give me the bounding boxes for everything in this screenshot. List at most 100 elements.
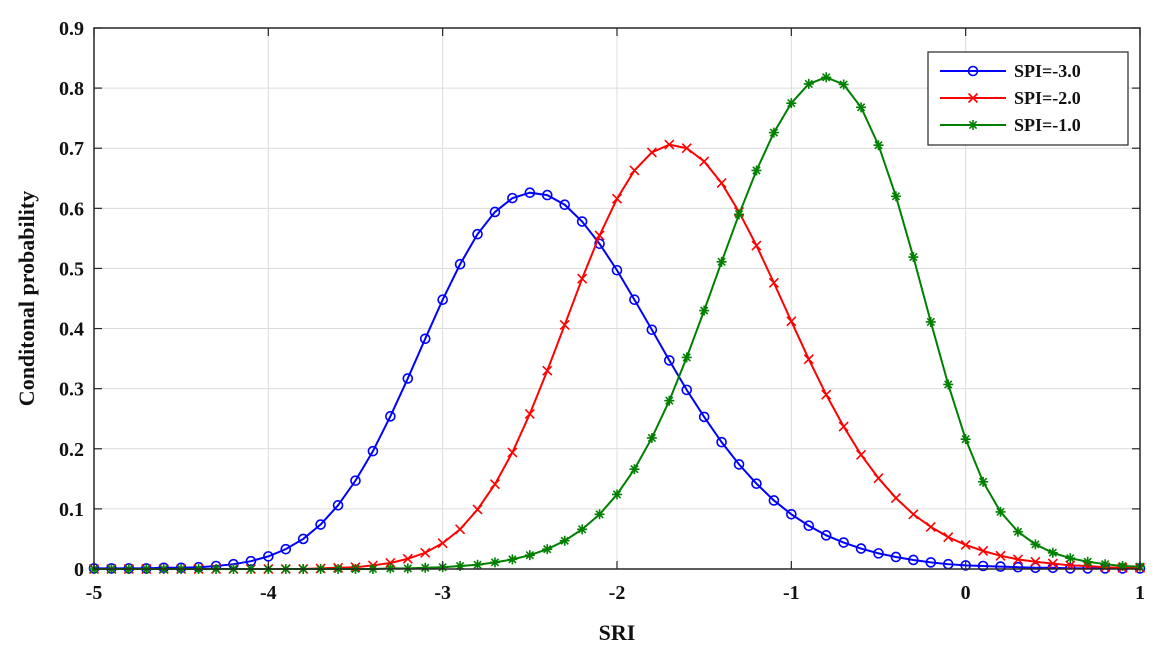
legend-item: SPI=-2.0 — [940, 88, 1081, 108]
data-point — [803, 78, 814, 89]
y-tick-label: 0.4 — [59, 319, 84, 341]
data-point — [681, 143, 692, 154]
data-point — [821, 72, 832, 83]
data-point — [263, 551, 274, 562]
data-point — [542, 365, 553, 376]
data-point — [1047, 558, 1058, 569]
data-point — [594, 230, 605, 241]
data-point — [577, 273, 588, 284]
data-point — [751, 240, 762, 251]
data-point — [559, 319, 570, 331]
data-point — [646, 324, 658, 336]
x-tick-label: -5 — [86, 582, 103, 604]
x-tick-label: 0 — [961, 582, 971, 604]
data-point — [699, 305, 710, 316]
data-point — [873, 548, 884, 559]
x-tick-label: -3 — [434, 582, 451, 604]
y-axis-title: Conditonal probability — [14, 191, 39, 406]
x-tick-label: -1 — [783, 582, 800, 604]
data-point — [890, 493, 901, 504]
x-tick-label: -4 — [260, 582, 277, 604]
data-point — [507, 447, 518, 458]
data-point — [908, 509, 919, 520]
data-point — [838, 421, 849, 432]
data-point — [995, 550, 1006, 561]
data-point — [402, 373, 414, 384]
data-point — [890, 551, 902, 563]
data-point — [663, 355, 675, 366]
data-point — [559, 535, 570, 546]
data-point — [385, 411, 396, 422]
data-point — [629, 294, 640, 306]
data-point — [1030, 562, 1041, 574]
data-point — [768, 495, 780, 506]
data-point — [1082, 556, 1093, 567]
data-point — [838, 537, 849, 548]
data-point — [803, 354, 814, 365]
data-point — [960, 560, 971, 571]
y-tick-label: 0.6 — [59, 198, 84, 220]
data-point — [698, 411, 710, 423]
legend-marker — [967, 65, 979, 77]
y-tick-label: 0.1 — [59, 499, 84, 521]
data-point — [681, 352, 692, 363]
ticks: -5 -4 -3 -2 -1 0 1 0 0.1 0.2 0.3 0.4 0.5 0.6 0.7 0.8 0.9 — [59, 18, 1145, 604]
legend: SPI=-3.0 SPI=-2.0 SPI=-1.0 — [927, 51, 1129, 146]
data-point — [925, 557, 937, 568]
legend-marker — [967, 92, 979, 104]
data-point — [855, 543, 867, 554]
y-tick-label: 0.7 — [59, 138, 84, 160]
data-point — [437, 294, 448, 306]
x-tick-label: -2 — [609, 582, 626, 604]
data-point — [925, 521, 936, 532]
data-point — [420, 547, 431, 558]
data-point — [489, 206, 501, 218]
data-point — [611, 264, 623, 276]
data-point — [856, 449, 867, 460]
data-point — [716, 436, 727, 448]
legend-item: SPI=-3.0 — [940, 61, 1081, 81]
data-point — [524, 187, 536, 199]
y-tick-label: 0 — [74, 559, 84, 581]
legend-label: SPI=-2.0 — [1014, 88, 1081, 108]
data-point — [472, 504, 483, 515]
data-point — [507, 554, 518, 565]
data-point — [751, 165, 762, 176]
data-point — [786, 316, 797, 327]
data-point — [978, 476, 989, 487]
data-point — [646, 147, 657, 158]
data-point — [908, 554, 919, 566]
data-point — [908, 252, 919, 263]
data-point — [838, 79, 849, 90]
legend-marker — [968, 120, 978, 130]
data-point — [977, 560, 989, 572]
data-point — [978, 545, 989, 557]
data-point — [629, 165, 640, 176]
x-tick-label: 1 — [1135, 582, 1145, 604]
data-point — [402, 553, 413, 564]
data-point — [454, 258, 466, 270]
data-point — [1030, 556, 1041, 567]
data-point — [734, 209, 745, 220]
legend-item: SPI=-1.0 — [940, 115, 1081, 135]
data-point — [803, 520, 815, 532]
data-point — [1012, 554, 1024, 565]
data-point — [542, 544, 553, 555]
data-point — [455, 560, 466, 571]
data-point — [1117, 560, 1128, 571]
data-point — [507, 192, 518, 204]
data-point — [489, 479, 501, 490]
data-point — [437, 538, 448, 549]
y-tick-label: 0.5 — [59, 258, 84, 280]
data-point — [594, 509, 605, 520]
data-point — [297, 533, 309, 545]
data-point — [716, 178, 727, 189]
data-point — [873, 140, 884, 151]
y-tick-label: 0.2 — [59, 439, 84, 461]
data-point — [925, 316, 936, 327]
y-tick-label: 0.8 — [59, 78, 84, 100]
data-point — [472, 228, 483, 240]
data-point — [699, 156, 710, 167]
legend-label: SPI=-3.0 — [1014, 61, 1081, 81]
data-point — [751, 478, 762, 489]
